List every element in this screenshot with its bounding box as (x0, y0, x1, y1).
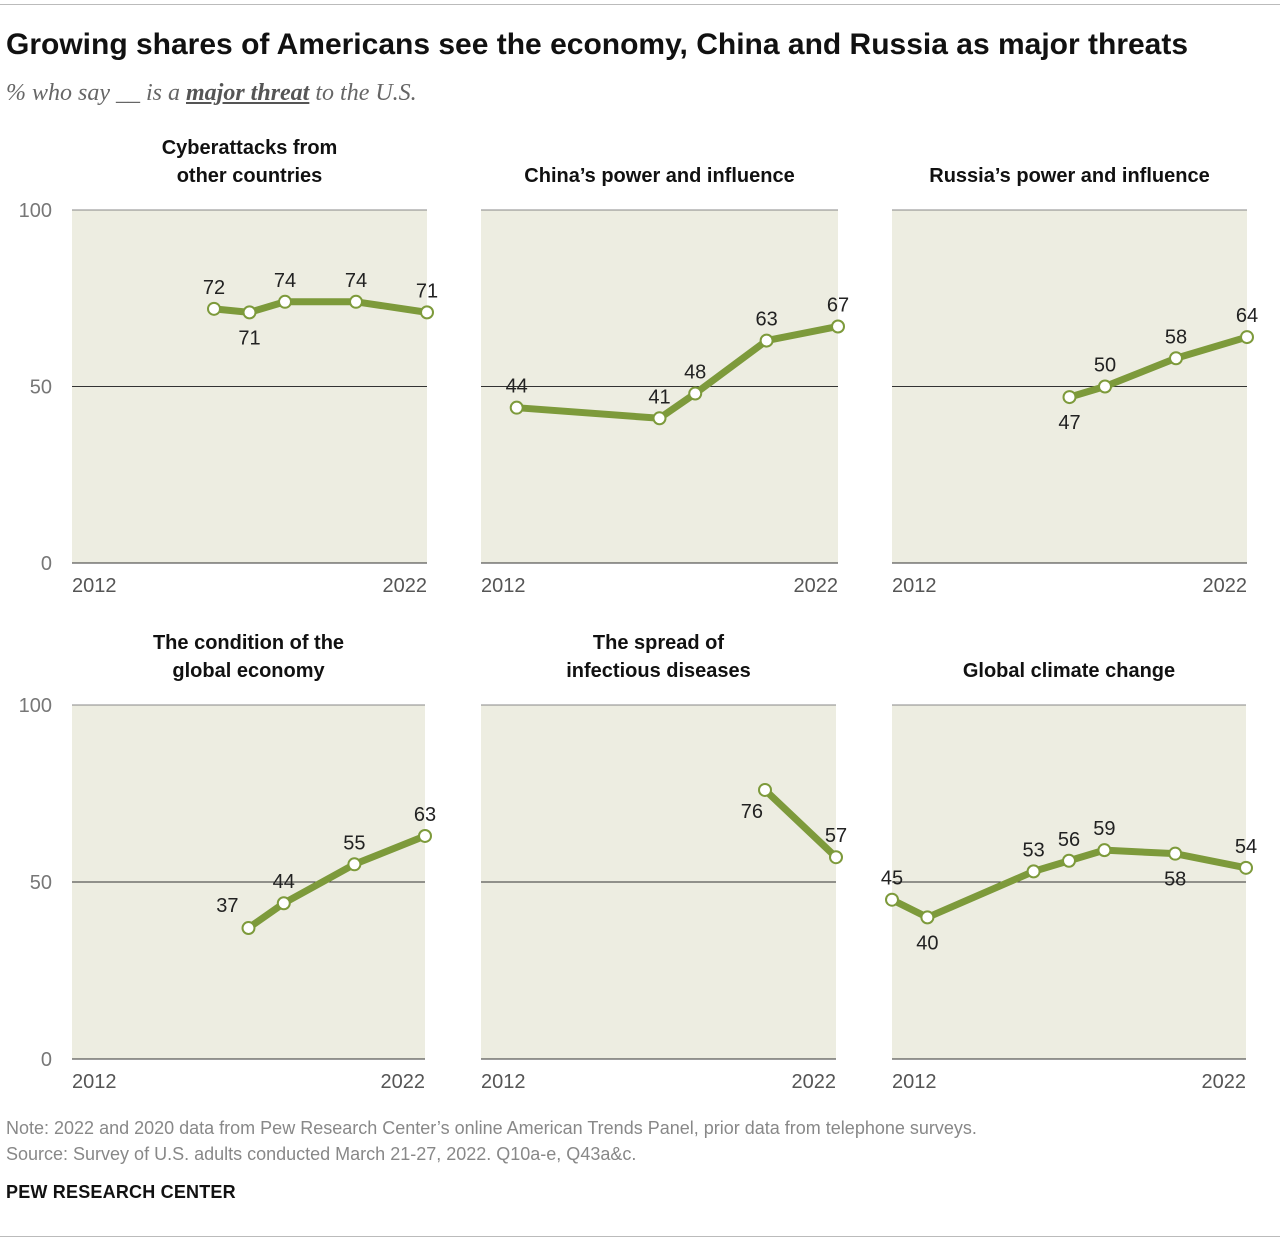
data-point (509, 400, 524, 415)
subtitle-suffix: to the U.S. (315, 80, 417, 106)
data-label: 44 (273, 871, 295, 893)
data-label: 57 (825, 825, 847, 847)
data-point (418, 828, 432, 843)
data-point (688, 386, 703, 401)
data-point (1239, 860, 1253, 875)
data-point (1062, 853, 1076, 868)
panel-title: Cyberattacks from (162, 137, 338, 159)
bottom-rule (0, 1236, 1280, 1237)
data-point (1169, 351, 1183, 366)
subtitle-prefix: % who say __ is a (6, 80, 180, 106)
x-tick-label: 2012 (481, 1071, 526, 1093)
data-label: 48 (684, 362, 706, 384)
data-label: 40 (916, 932, 938, 954)
brand-logo-text: PEW RESEARCH CENTER (6, 1182, 236, 1202)
x-tick-label: 2022 (794, 575, 839, 597)
subtitle-emphasis: major threat (186, 80, 310, 106)
panel-title: The spread of (593, 632, 724, 654)
panel-title: Russia’s power and influence (929, 165, 1209, 187)
data-point (652, 411, 667, 426)
data-point (278, 294, 292, 309)
chart-title: Growing shares of Americans see the econ… (6, 28, 1189, 61)
data-label: 41 (648, 386, 670, 408)
y-tick-label: 50 (30, 377, 52, 399)
y-tick-label: 0 (41, 553, 52, 575)
x-tick-label: 2022 (1202, 1071, 1247, 1093)
data-point (1098, 379, 1112, 394)
data-point (758, 782, 772, 797)
series-line (1066, 333, 1251, 401)
panel-title: other countries (177, 165, 323, 187)
data-point (759, 333, 774, 348)
data-label: 55 (343, 832, 365, 854)
data-label: 44 (506, 376, 528, 398)
data-label: 56 (1058, 829, 1080, 851)
x-tick-label: 2012 (72, 1071, 117, 1093)
data-point (242, 305, 257, 320)
data-label: 64 (1236, 305, 1258, 327)
x-tick-label: 2022 (1203, 575, 1248, 597)
x-tick-label: 2012 (892, 1071, 937, 1093)
data-point (1026, 864, 1041, 879)
data-point (420, 305, 434, 320)
data-label: 72 (203, 277, 225, 299)
data-label: 76 (741, 801, 763, 823)
panel-title: Global climate change (963, 660, 1175, 682)
data-label: 71 (238, 327, 260, 349)
data-point (920, 910, 935, 925)
data-point (1240, 330, 1254, 345)
series-line (761, 786, 840, 861)
source-note: Source: Survey of U.S. adults conducted … (6, 1144, 637, 1164)
footnote: Note: 2022 and 2020 data from Pew Resear… (6, 1118, 977, 1138)
panel-title: China’s power and influence (524, 165, 794, 187)
panel-title: infectious diseases (566, 660, 751, 682)
data-label: 71 (416, 280, 438, 302)
data-label: 54 (1235, 836, 1257, 858)
data-point (241, 921, 256, 936)
y-tick-label: 50 (30, 872, 52, 894)
data-label: 63 (414, 804, 436, 826)
data-point (1168, 846, 1183, 861)
data-point (347, 857, 362, 872)
y-tick-label: 100 (19, 200, 52, 222)
data-label: 58 (1164, 869, 1186, 891)
data-point (831, 319, 845, 334)
x-tick-label: 2012 (892, 575, 937, 597)
chart-subtitle: % who say __ is a major threat to the U.… (6, 80, 417, 107)
data-point (1062, 390, 1077, 405)
x-tick-label: 2012 (72, 575, 117, 597)
data-point (276, 896, 291, 911)
y-tick-label: 0 (41, 1049, 52, 1071)
data-label: 47 (1058, 412, 1080, 434)
x-tick-label: 2022 (383, 575, 428, 597)
data-label: 63 (755, 309, 777, 331)
data-point (885, 892, 899, 907)
x-tick-label: 2022 (381, 1071, 426, 1093)
panel-title: The condition of the (153, 632, 344, 654)
data-label: 50 (1094, 355, 1116, 377)
data-label: 74 (345, 270, 367, 292)
data-label: 37 (216, 895, 238, 917)
panel-title: global economy (172, 660, 325, 682)
data-point (349, 294, 363, 309)
data-label: 45 (881, 868, 903, 890)
data-label: 53 (1022, 839, 1044, 861)
data-label: 74 (274, 270, 296, 292)
series-line (245, 832, 429, 932)
y-tick-label: 100 (19, 695, 52, 717)
x-tick-label: 2012 (481, 575, 526, 597)
data-label: 67 (827, 294, 849, 316)
data-label: 58 (1165, 326, 1187, 348)
data-point (1097, 843, 1112, 858)
data-point (829, 850, 843, 865)
top-rule (0, 4, 1280, 5)
data-point (207, 301, 221, 316)
data-label: 59 (1093, 818, 1115, 840)
x-tick-label: 2022 (792, 1071, 837, 1093)
